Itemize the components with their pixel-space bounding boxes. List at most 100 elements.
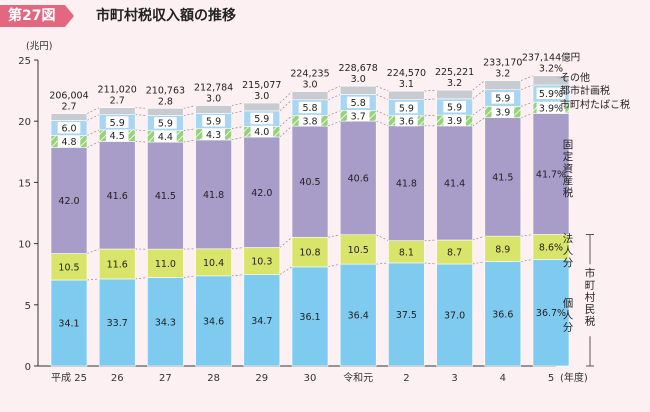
bar-segment-kotei: [339, 120, 377, 236]
bar-segment-sonota: [243, 102, 281, 112]
connector-line: [183, 275, 196, 278]
segment-label-kotei: 42.0: [58, 196, 79, 207]
bar-segment-kojin: [532, 259, 570, 367]
connector-line: [424, 89, 437, 92]
segment-label-kotei: 41.5: [492, 172, 513, 183]
segment-label-bg: [57, 121, 81, 134]
segment-label-bg: [202, 128, 225, 140]
connector-line: [376, 262, 389, 265]
bar-segment-kojin: [147, 277, 184, 367]
svg-text:定: 定: [563, 150, 574, 163]
segment-label-sonota: 3.2: [495, 69, 510, 80]
segment-label-sonota: 3.0: [254, 91, 269, 102]
bar-segment-hojin: [484, 235, 522, 262]
segment-label-toshi: 5.9: [206, 117, 221, 128]
connector-line: [86, 114, 100, 121]
svg-text:村: 村: [585, 290, 596, 303]
segment-label-tabako: 4.8: [61, 137, 76, 148]
connector-line: [135, 107, 148, 109]
x-tick-label: 26: [111, 373, 124, 384]
svg-text:市: 市: [585, 266, 596, 279]
segment-label-hojin: 10.5: [348, 245, 369, 256]
connector-line: [183, 113, 196, 116]
segment-label-bg: [491, 92, 515, 104]
segment-label-toshi: 6.0: [61, 123, 76, 134]
x-tick-label: 27: [159, 373, 172, 384]
segment-label-hojin: 8.6%: [539, 242, 563, 253]
segment-label-sonota: 3.2: [447, 78, 462, 89]
segment-label-kotei: 41.4: [444, 178, 465, 189]
total-label: 237,144億円: [522, 52, 580, 64]
segment-label-kojin: 34.6: [203, 316, 224, 327]
segment-label-toshi: 5.9%: [539, 89, 563, 100]
connector-line: [279, 266, 293, 275]
total-label: 211,020: [98, 85, 137, 96]
bar-segment-hojin: [195, 248, 232, 277]
chart-header: 第27図 市町村税収入額の推移: [0, 0, 650, 30]
connector-line: [327, 85, 341, 92]
segment-label-bg: [491, 106, 515, 118]
segment-label-kotei: 41.6: [107, 191, 128, 202]
svg-text:資: 資: [563, 163, 574, 175]
connector-line: [424, 262, 437, 265]
bar-segment-kojin: [98, 278, 136, 367]
segment-label-bg: [154, 130, 177, 142]
connector-line: [472, 89, 486, 100]
svg-text:個: 個: [563, 297, 574, 310]
connector-line: [520, 259, 534, 262]
segment-label-kojin: 36.7%: [536, 308, 566, 319]
total-label: 233,170: [483, 58, 522, 69]
total-label: 224,570: [387, 68, 426, 79]
total-label: 206,004: [49, 91, 88, 102]
bar-segment-kotei: [484, 117, 522, 237]
bar-segment-sonota: [291, 91, 329, 101]
segment-label-kojin: 36.1: [299, 312, 320, 323]
legend-toshi: 都市計画税: [560, 84, 610, 97]
segment-label-hojin: 10.4: [203, 258, 224, 269]
chart-title: 市町村税収入額の推移: [96, 8, 236, 24]
bar-segment-kojin: [484, 261, 522, 367]
bar-segment-sonota: [50, 113, 88, 121]
connector-line: [231, 102, 244, 106]
bar-segment-hojin: [291, 236, 329, 268]
segment-label-hojin: 10.3: [251, 257, 272, 268]
x-tick-label: 29: [255, 373, 268, 384]
svg-text:分: 分: [563, 322, 574, 334]
segment-label-kojin: 34.1: [58, 319, 79, 330]
svg-text:人: 人: [563, 245, 574, 257]
connector-line: [183, 139, 196, 143]
svg-text:固: 固: [563, 139, 574, 151]
connector-line: [231, 110, 244, 114]
y-tick-label: 20: [18, 117, 31, 128]
connector-line: [86, 248, 100, 254]
segment-label-bg: [395, 101, 418, 114]
segment-label-kotei: 41.8: [203, 190, 224, 201]
connector-line: [520, 234, 534, 237]
segment-label-toshi: 5.8: [351, 98, 366, 109]
connector-line: [327, 120, 341, 127]
segment-label-sonota: 2.7: [61, 102, 76, 113]
x-tick-label: 4: [500, 373, 506, 384]
segment-label-bg: [536, 101, 566, 114]
connector-line: [279, 125, 293, 138]
svg-text:法: 法: [563, 232, 574, 245]
segment-label-kojin: 37.0: [444, 311, 465, 322]
segment-label-bg: [346, 109, 370, 122]
segment-label-sonota: 3.0: [206, 94, 221, 105]
total-label: 224,235: [290, 69, 329, 80]
figure-badge: 第27図: [0, 5, 66, 27]
connector-line: [231, 136, 244, 141]
y-tick-label: 5: [25, 301, 31, 312]
segment-label-bg: [105, 116, 129, 128]
svg-text:町: 町: [585, 279, 596, 291]
segment-label-kotei: 40.5: [299, 177, 320, 188]
segment-label-kojin: 37.5: [396, 310, 417, 321]
y-axis-unit: (兆円): [26, 41, 52, 52]
x-tick-label: 平成 25: [51, 372, 87, 384]
connector-line: [472, 117, 485, 127]
x-tick-label: 3: [451, 373, 457, 384]
segment-label-tabako: 3.6: [399, 116, 414, 127]
connector-line: [231, 126, 244, 130]
connector-line: [424, 239, 437, 242]
